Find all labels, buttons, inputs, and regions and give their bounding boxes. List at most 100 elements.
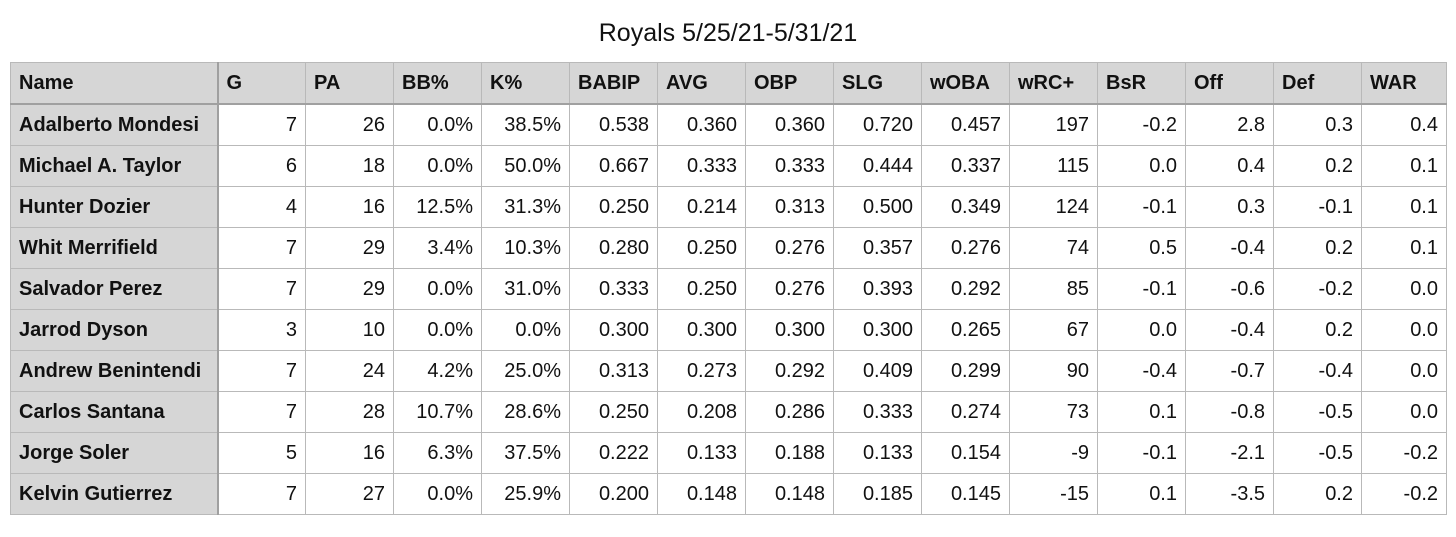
column-header: Off	[1185, 62, 1274, 105]
stat-cell: 0.148	[745, 473, 834, 515]
stat-cell: -0.2	[1273, 268, 1362, 310]
player-name-cell: Whit Merrifield	[10, 227, 219, 269]
table-row: Kelvin Gutierrez 7 27 0.0% 25.9% 0.200 0.148 0.…	[10, 473, 1447, 515]
stat-cell: -2.1	[1185, 432, 1274, 474]
stat-cell: 74	[1009, 227, 1098, 269]
stat-cell: 0.280	[569, 227, 658, 269]
stat-cell: 5	[217, 432, 306, 474]
table-row: Adalberto Mondesi 7 26 0.0% 38.5% 0.538 0.360 0…	[10, 103, 1447, 146]
table-row: Salvador Perez 7 29 0.0% 31.0% 0.333 0.250 0.27…	[10, 268, 1447, 310]
stat-cell: 0.1	[1361, 186, 1447, 228]
stat-cell: 0.1	[1361, 145, 1447, 187]
stat-cell: 0.3	[1273, 103, 1362, 146]
stat-cell: -0.5	[1273, 391, 1362, 433]
stat-cell: 115	[1009, 145, 1098, 187]
stat-cell: 0.274	[921, 391, 1010, 433]
stat-cell: 0.276	[745, 268, 834, 310]
stat-cell: 25.0%	[481, 350, 570, 392]
stat-cell: 0.145	[921, 473, 1010, 515]
stat-cell: -9	[1009, 432, 1098, 474]
stat-cell: 28	[305, 391, 394, 433]
column-header: K%	[481, 62, 570, 105]
stat-cell: -0.1	[1097, 268, 1186, 310]
stat-cell: 0.333	[745, 145, 834, 187]
stat-cell: 0.250	[657, 227, 746, 269]
stat-cell: 0.0%	[481, 309, 570, 351]
stat-cell: -0.6	[1185, 268, 1274, 310]
column-header: wOBA	[921, 62, 1010, 105]
stat-cell: 0.208	[657, 391, 746, 433]
player-name-cell: Adalberto Mondesi	[10, 103, 219, 146]
stat-cell: 0.222	[569, 432, 658, 474]
stat-cell: 0.300	[569, 309, 658, 351]
stat-cell: -3.5	[1185, 473, 1274, 515]
stat-cell: 31.3%	[481, 186, 570, 228]
stat-cell: 18	[305, 145, 394, 187]
stat-cell: 0.3	[1185, 186, 1274, 228]
column-header: BB%	[393, 62, 482, 105]
player-name-cell: Michael A. Taylor	[10, 145, 219, 187]
stats-table: Name G PA BB% K% BABIP AVG OBP SLG wOBA wRC+ BsR Off…	[10, 62, 1447, 515]
stat-cell: 37.5%	[481, 432, 570, 474]
stat-cell: 7	[217, 473, 306, 515]
stat-cell: 7	[217, 103, 306, 146]
stat-cell: 0.276	[921, 227, 1010, 269]
stat-cell: 0.292	[921, 268, 1010, 310]
stat-cell: 4.2%	[393, 350, 482, 392]
stat-cell: 0.214	[657, 186, 746, 228]
stat-cell: 0.276	[745, 227, 834, 269]
stat-cell: 0.0	[1361, 391, 1447, 433]
stat-cell: 0.538	[569, 103, 658, 146]
stat-cell: 7	[217, 350, 306, 392]
stat-cell: -0.4	[1185, 227, 1274, 269]
stat-cell: 0.250	[569, 391, 658, 433]
header-row: Name G PA BB% K% BABIP AVG OBP SLG wOBA wRC+ BsR Off…	[10, 62, 1447, 105]
table-row: Jorge Soler 5 16 6.3% 37.5% 0.222 0.133 0.188 0.…	[10, 432, 1447, 474]
stat-cell: 29	[305, 268, 394, 310]
stat-cell: 0.133	[833, 432, 922, 474]
player-name-cell: Carlos Santana	[10, 391, 219, 433]
stat-cell: 0.360	[657, 103, 746, 146]
column-header: BABIP	[569, 62, 658, 105]
stat-cell: 50.0%	[481, 145, 570, 187]
stat-cell: 0.2	[1273, 473, 1362, 515]
stat-cell: 0.720	[833, 103, 922, 146]
stat-cell: 0.250	[657, 268, 746, 310]
stat-cell: -0.4	[1273, 350, 1362, 392]
stat-cell: 0.333	[569, 268, 658, 310]
stat-cell: 0.393	[833, 268, 922, 310]
stat-cell: 0.0	[1097, 145, 1186, 187]
stat-cell: 0.313	[569, 350, 658, 392]
stat-cell: 12.5%	[393, 186, 482, 228]
stat-cell: 6.3%	[393, 432, 482, 474]
stat-cell: 0.273	[657, 350, 746, 392]
stat-cell: 0.2	[1273, 309, 1362, 351]
stat-cell: -0.2	[1097, 103, 1186, 146]
stat-cell: 0.0	[1097, 309, 1186, 351]
stat-cell: 0.500	[833, 186, 922, 228]
table-title: Royals 5/25/21-5/31/21	[598, 19, 858, 47]
column-header: OBP	[745, 62, 834, 105]
stat-cell: 0.667	[569, 145, 658, 187]
table-row: Andrew Benintendi 7 24 4.2% 25.0% 0.313 0.273 0…	[10, 350, 1447, 392]
stat-cell: 7	[217, 391, 306, 433]
stat-cell: 4	[217, 186, 306, 228]
stat-cell: -0.1	[1097, 186, 1186, 228]
stat-cell: 67	[1009, 309, 1098, 351]
stat-cell: 24	[305, 350, 394, 392]
player-name-cell: Andrew Benintendi	[10, 350, 219, 392]
column-header: Name	[10, 62, 219, 105]
stat-cell: -0.8	[1185, 391, 1274, 433]
player-name-cell: Kelvin Gutierrez	[10, 473, 219, 515]
stat-cell: 85	[1009, 268, 1098, 310]
stat-cell: 0.200	[569, 473, 658, 515]
stat-cell: 0.286	[745, 391, 834, 433]
stat-cell: 0.250	[569, 186, 658, 228]
stat-cell: 0.300	[833, 309, 922, 351]
stat-cell: 28.6%	[481, 391, 570, 433]
stat-cell: 0.0	[1361, 268, 1447, 310]
stat-cell: -0.7	[1185, 350, 1274, 392]
stat-cell: 0.292	[745, 350, 834, 392]
stat-cell: 31.0%	[481, 268, 570, 310]
stat-cell: -0.2	[1361, 473, 1447, 515]
